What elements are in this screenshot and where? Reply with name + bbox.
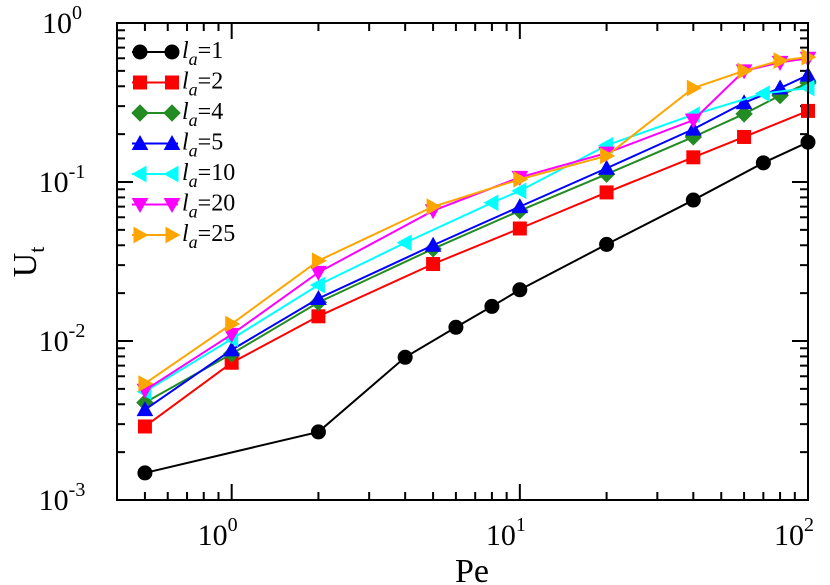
data-point: [309, 276, 325, 294]
tick-labels: 100 101 102 10-3 10-2 10-1 100: [39, 2, 814, 552]
data-point: [737, 129, 752, 144]
data-point: [136, 401, 154, 417]
data-point: [310, 424, 326, 440]
data-point: [511, 198, 529, 214]
series-4: [136, 66, 817, 417]
data-point: [686, 150, 701, 165]
legend-entry: la=10: [131, 160, 235, 191]
y-axis-label-main: U: [7, 253, 44, 278]
y-tick-label: 10-2: [39, 320, 86, 358]
x-tick-label: 102: [774, 514, 814, 552]
x-tick-label: 101: [486, 514, 526, 552]
data-point: [599, 236, 615, 252]
legend-marker: [163, 134, 181, 150]
x-axis-label: Pe: [455, 553, 489, 585]
legend-marker: [131, 134, 149, 150]
y-axis-label: Ut: [7, 247, 49, 278]
data-point: [137, 465, 153, 481]
legend-marker: [132, 44, 148, 60]
data-point: [448, 319, 464, 335]
data-point: [684, 113, 702, 129]
legend-label: la=5: [182, 130, 223, 161]
legend-entry: la=25: [132, 221, 235, 252]
data-point: [310, 289, 327, 306]
data-point: [755, 155, 771, 171]
data-point: [137, 419, 152, 434]
data-point: [511, 182, 527, 200]
legend-marker: [164, 44, 180, 60]
data-point: [754, 85, 770, 102]
legend-label: la=2: [182, 69, 223, 100]
data-point: [598, 159, 615, 175]
plot-series: [136, 48, 817, 481]
legend-entry: la=4: [131, 99, 223, 130]
data-point: [773, 52, 789, 69]
data-point: [686, 79, 702, 97]
data-point: [426, 198, 442, 215]
legend-marker: [133, 75, 147, 90]
data-point: [225, 315, 241, 333]
legend-marker: [131, 104, 149, 122]
data-point: [512, 221, 527, 236]
data-point: [737, 62, 753, 80]
data-point: [735, 94, 753, 110]
data-point: [484, 298, 500, 314]
legend-label: la=25: [182, 221, 235, 252]
legend-label: la=20: [182, 191, 235, 222]
data-point: [223, 341, 241, 357]
data-point: [483, 194, 499, 212]
data-point: [424, 236, 442, 252]
series-line: [144, 74, 809, 411]
data-point: [512, 282, 528, 298]
data-point: [138, 375, 154, 392]
axis-ticks: [116, 22, 809, 501]
series-2: [137, 103, 815, 434]
data-point: [396, 234, 412, 252]
data-point: [397, 349, 413, 365]
data-point: [311, 309, 326, 324]
series-line: [144, 57, 809, 392]
data-point: [600, 147, 616, 165]
legend-marker: [131, 165, 147, 183]
legend-entry: la=1: [132, 38, 223, 69]
data-point: [735, 105, 753, 123]
plot-frame: [116, 22, 809, 501]
data-point: [513, 170, 529, 188]
series-3: [136, 74, 817, 412]
legend-marker: [165, 226, 181, 244]
legend-marker: [163, 104, 181, 122]
y-tick-label: 100: [42, 2, 82, 40]
legend-marker: [131, 198, 149, 214]
y-tick-label: 10-1: [39, 161, 86, 199]
series-line: [144, 87, 809, 393]
data-point: [310, 265, 327, 281]
legend-label: la=4: [182, 99, 223, 130]
series-line: [144, 56, 809, 385]
x-tick-label: 100: [198, 514, 238, 552]
y-axis-label-sub: t: [24, 247, 49, 253]
legend-marker: [133, 226, 149, 244]
series-line: [144, 109, 809, 428]
legend-entry: la=2: [132, 69, 223, 100]
legend-marker: [165, 75, 179, 90]
legend-marker: [163, 165, 179, 183]
series-line: [144, 81, 809, 404]
series-line: [144, 141, 809, 474]
legend-entry: la=5: [131, 130, 223, 161]
legend-entry: la=20: [131, 191, 235, 222]
data-point: [599, 185, 614, 200]
series-1: [137, 134, 816, 481]
legend-label: la=1: [182, 38, 223, 69]
data-point: [426, 256, 441, 271]
legend-label: la=10: [182, 160, 235, 191]
y-tick-label: 10-3: [39, 479, 86, 517]
data-point: [311, 252, 327, 270]
legend-marker: [163, 198, 181, 214]
series-7: [138, 48, 817, 392]
data-point: [685, 192, 701, 208]
